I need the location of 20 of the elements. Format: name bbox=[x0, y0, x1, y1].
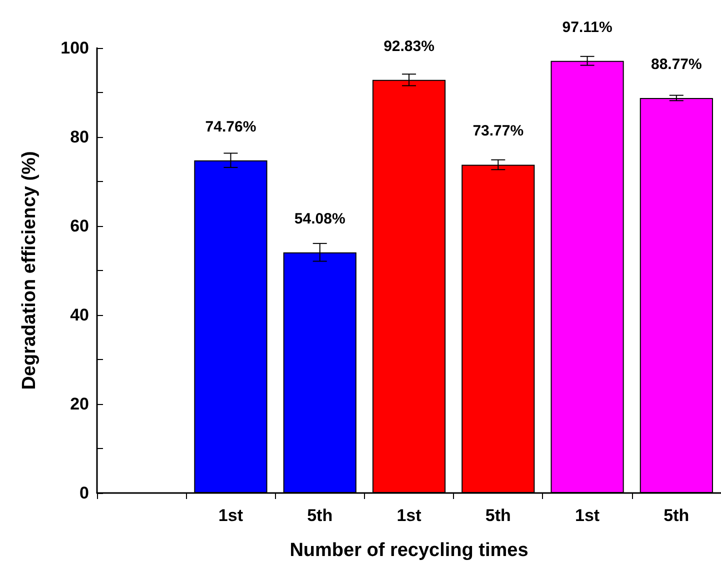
data-label: 92.83% bbox=[384, 38, 434, 55]
data-label: 97.11% bbox=[562, 18, 612, 36]
y-tick-label: 100 bbox=[60, 38, 89, 58]
x-tick-label: 1st bbox=[396, 506, 422, 525]
data-label: 88.77% bbox=[650, 56, 702, 73]
x-tick-label: 5th bbox=[307, 506, 333, 525]
y-axis-title: Degradation efficiency (%) bbox=[19, 151, 40, 390]
y-tick-label: 40 bbox=[70, 306, 89, 324]
data-label: 54.08% bbox=[294, 210, 346, 228]
y-tick-label: 60 bbox=[70, 216, 89, 236]
x-tick-label: 1st bbox=[574, 506, 600, 525]
x-tick-label: 1st bbox=[218, 506, 244, 525]
x-axis-title: Number of recycling times bbox=[290, 540, 528, 561]
x-tick-label: 5th bbox=[664, 506, 690, 525]
y-tick-label: 20 bbox=[70, 394, 89, 414]
x-tick-label: 5th bbox=[485, 506, 511, 525]
y-tick-label: 80 bbox=[70, 128, 89, 146]
data-label: 74.76% bbox=[205, 118, 256, 136]
data-label: 73.77% bbox=[472, 122, 524, 140]
y-tick-label: 0 bbox=[80, 484, 89, 502]
